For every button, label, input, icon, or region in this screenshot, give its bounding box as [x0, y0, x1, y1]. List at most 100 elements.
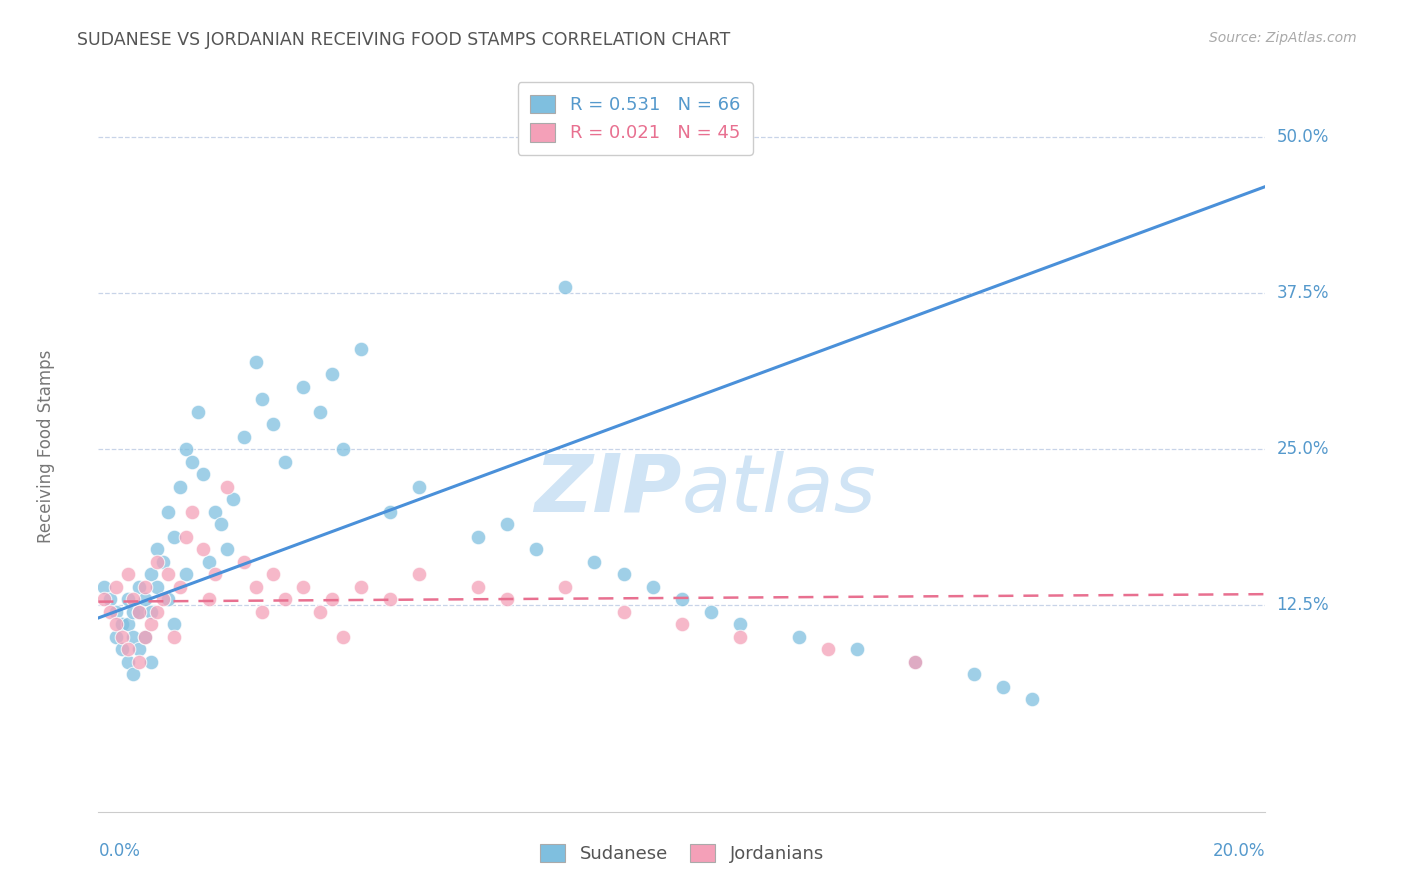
Point: [380, 592, 402, 607]
Point: [180, 505, 202, 519]
Point: [117, 617, 139, 632]
Point: [583, 555, 606, 569]
Point: [204, 567, 226, 582]
Point: [612, 605, 634, 619]
Point: [128, 655, 150, 669]
Point: [174, 442, 197, 457]
Point: [700, 605, 723, 619]
Point: [157, 592, 180, 607]
Point: [169, 580, 191, 594]
Point: [496, 592, 519, 607]
Text: SUDANESE VS JORDANIAN RECEIVING FOOD STAMPS CORRELATION CHART: SUDANESE VS JORDANIAN RECEIVING FOOD STA…: [77, 31, 731, 49]
Point: [904, 655, 927, 669]
Point: [180, 455, 202, 469]
Point: [152, 555, 174, 569]
Point: [104, 617, 127, 632]
Point: [93, 580, 115, 594]
Text: atlas: atlas: [682, 450, 877, 529]
Point: [332, 630, 354, 644]
Text: ZIP: ZIP: [534, 450, 682, 529]
Point: [846, 642, 869, 657]
Point: [350, 342, 373, 356]
Point: [209, 517, 232, 532]
Point: [245, 580, 267, 594]
Point: [139, 617, 162, 632]
Point: [122, 630, 145, 644]
Text: 25.0%: 25.0%: [1277, 440, 1329, 458]
Point: [467, 580, 489, 594]
Point: [169, 480, 191, 494]
Point: [193, 467, 215, 482]
Text: Receiving Food Stamps: Receiving Food Stamps: [37, 350, 55, 542]
Point: [274, 592, 297, 607]
Point: [122, 667, 145, 681]
Point: [117, 642, 139, 657]
Point: [117, 567, 139, 582]
Point: [730, 617, 752, 632]
Point: [321, 367, 343, 381]
Text: Source: ZipAtlas.com: Source: ZipAtlas.com: [1209, 31, 1357, 45]
Point: [215, 480, 238, 494]
Point: [146, 542, 169, 557]
Point: [962, 667, 984, 681]
Point: [332, 442, 354, 457]
Point: [671, 617, 693, 632]
Point: [380, 505, 402, 519]
Point: [111, 617, 134, 632]
Point: [641, 580, 664, 594]
Point: [128, 580, 150, 594]
Point: [198, 592, 221, 607]
Text: 20.0%: 20.0%: [1213, 842, 1265, 860]
Text: 50.0%: 50.0%: [1277, 128, 1329, 145]
Point: [139, 655, 162, 669]
Point: [309, 404, 332, 418]
Point: [117, 655, 139, 669]
Point: [1021, 692, 1043, 706]
Point: [174, 530, 197, 544]
Point: [817, 642, 839, 657]
Point: [193, 542, 215, 557]
Point: [157, 505, 180, 519]
Point: [991, 680, 1014, 694]
Point: [104, 605, 127, 619]
Text: 37.5%: 37.5%: [1277, 284, 1329, 301]
Text: 12.5%: 12.5%: [1277, 597, 1329, 615]
Point: [117, 592, 139, 607]
Point: [146, 580, 169, 594]
Point: [671, 592, 693, 607]
Point: [350, 580, 373, 594]
Text: 0.0%: 0.0%: [98, 842, 141, 860]
Point: [262, 567, 284, 582]
Point: [904, 655, 927, 669]
Point: [524, 542, 547, 557]
Point: [93, 592, 115, 607]
Point: [146, 555, 169, 569]
Legend: Sudanese, Jordanians: Sudanese, Jordanians: [531, 835, 832, 872]
Point: [233, 429, 256, 443]
Point: [233, 555, 256, 569]
Point: [128, 605, 150, 619]
Point: [139, 605, 162, 619]
Point: [204, 505, 226, 519]
Point: [467, 530, 489, 544]
Point: [408, 567, 430, 582]
Point: [163, 530, 186, 544]
Point: [198, 555, 221, 569]
Point: [730, 630, 752, 644]
Point: [104, 580, 127, 594]
Point: [134, 580, 156, 594]
Point: [291, 379, 314, 393]
Point: [262, 417, 284, 431]
Point: [250, 605, 273, 619]
Point: [128, 642, 150, 657]
Point: [98, 592, 121, 607]
Point: [163, 630, 186, 644]
Point: [787, 630, 810, 644]
Point: [245, 354, 267, 368]
Point: [250, 392, 273, 406]
Point: [612, 567, 634, 582]
Point: [321, 592, 343, 607]
Point: [104, 630, 127, 644]
Point: [139, 567, 162, 582]
Point: [146, 605, 169, 619]
